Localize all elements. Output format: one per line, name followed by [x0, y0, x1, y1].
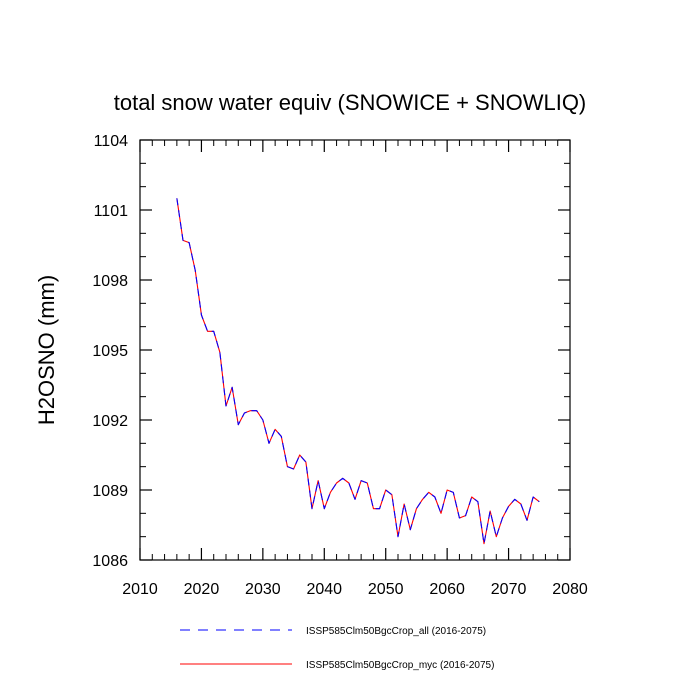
x-tick-label: 2070 — [491, 581, 527, 598]
y-tick-label: 1098 — [92, 273, 128, 290]
plot-frame — [139, 139, 571, 561]
y-tick-label: 1089 — [92, 483, 128, 500]
x-tick-label: 2060 — [429, 581, 465, 598]
y-tick-label: 1104 — [94, 133, 129, 150]
y-axis-label: H2OSNO (mm) — [34, 275, 59, 425]
axes: 2010 2020 2030 2040 2050 2060 2070 2080 1086 1089… — [92, 133, 587, 598]
y-tick-label: 1092 — [92, 413, 128, 430]
chart-title: total snow water equiv (SNOWICE + SNOWLI… — [114, 90, 587, 115]
legend: ISSP585Clm50BgcCrop_all (2016-2075) ISSP5… — [180, 626, 494, 671]
legend-label-1: ISSP585Clm50BgcCrop_all (2016-2075) — [306, 626, 486, 637]
series-line-1 — [176, 198, 540, 545]
legend-label-2: ISSP585Clm50BgcCrop_myc (2016-2075) — [306, 660, 494, 671]
x-tick-label: 2030 — [245, 581, 281, 598]
x-tick-label: 2050 — [368, 581, 404, 598]
x-tick-label: 2080 — [552, 581, 588, 598]
y-tick-label: 1095 — [92, 343, 128, 360]
x-tick-label: 2040 — [306, 581, 342, 598]
y-tick-label: 1086 — [92, 553, 128, 570]
x-tick-label: 2020 — [184, 581, 220, 598]
series-group — [176, 198, 540, 545]
x-tick-label: 2010 — [122, 581, 158, 598]
y-tick-label: 1101 — [94, 203, 129, 220]
